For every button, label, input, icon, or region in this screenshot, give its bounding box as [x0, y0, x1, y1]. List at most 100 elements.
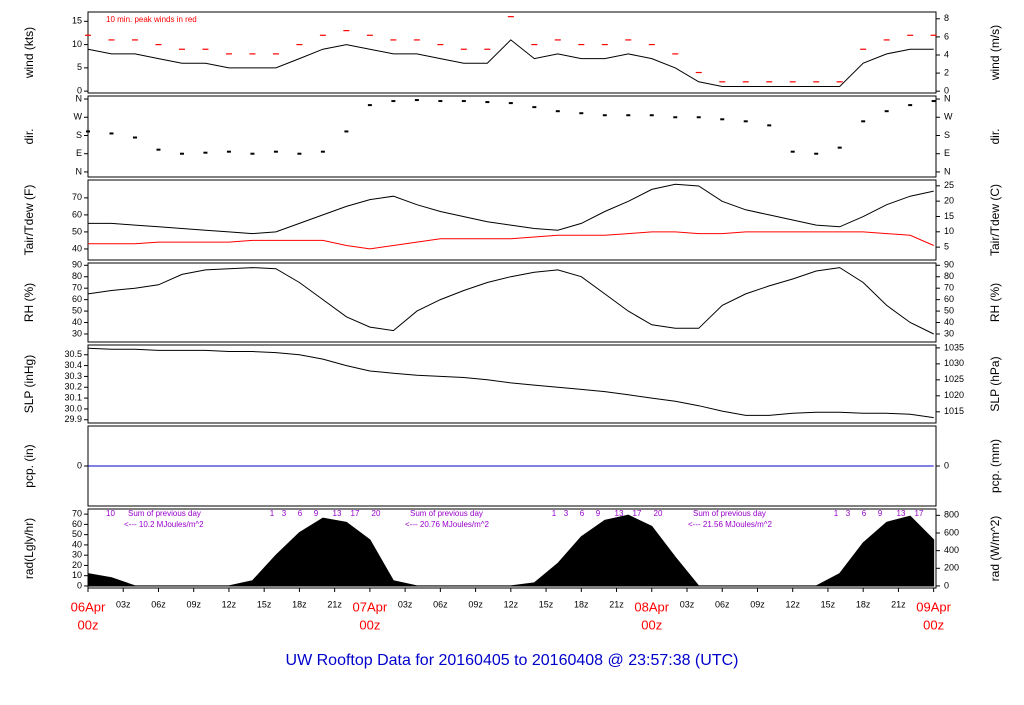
- chart-title: UW Rooftop Data for 20160405 to 20160408…: [286, 652, 739, 669]
- x-date-label: 07Apr: [353, 599, 388, 614]
- dir-point: [720, 118, 725, 121]
- x-tick-label: 15z: [821, 599, 836, 609]
- y2-axis-label: pcp. (mm): [988, 439, 1002, 493]
- line: [87, 39, 934, 87]
- y2-tick-label: 20: [944, 196, 954, 206]
- y-tick-label: 0: [77, 580, 82, 590]
- y-tick-label: S: [76, 130, 82, 140]
- y-axis-label: RH (%): [22, 283, 36, 322]
- dir-point: [438, 100, 443, 103]
- y2-tick-label: 60: [944, 294, 954, 304]
- y-tick-label: 10: [72, 570, 82, 580]
- y2-tick-label: 0: [944, 460, 949, 470]
- dir-point: [461, 100, 466, 103]
- y2-tick-label: 1020: [944, 390, 964, 400]
- dir-point: [156, 148, 161, 151]
- annotation: 10: [106, 509, 115, 518]
- y-tick-label: 50: [72, 305, 82, 315]
- x-tick-label: 21z: [609, 599, 624, 609]
- dir-point: [696, 116, 701, 119]
- y-axis-label: Tair/Tdew (F): [22, 185, 36, 256]
- y2-tick-label: 600: [944, 527, 959, 537]
- y-tick-label: 80: [72, 271, 82, 281]
- x-tick-label: 12z: [222, 599, 237, 609]
- x-tick-label: 15z: [257, 599, 272, 609]
- x-tick-label: 06z: [715, 599, 730, 609]
- hour-mark: 3: [846, 509, 851, 518]
- y2-axis-label: SLP (hPa): [988, 356, 1002, 411]
- y2-tick-label: 1015: [944, 406, 964, 416]
- annotation: <--- 21.56 MJoules/m^2: [688, 520, 773, 529]
- y-tick-label: 30.0: [64, 403, 82, 413]
- x-date-sublabel: 00z: [78, 617, 99, 632]
- x-tick-label: 15z: [539, 599, 554, 609]
- y2-tick-label: 800: [944, 510, 959, 520]
- y-tick-label: 30.4: [64, 360, 82, 370]
- hour-mark: 9: [596, 509, 601, 518]
- hour-mark: 17: [915, 509, 924, 518]
- dir-point: [86, 130, 90, 133]
- y-tick-label: 30: [72, 550, 82, 560]
- dir-point: [931, 100, 936, 103]
- x-tick-label: 03z: [680, 599, 695, 609]
- x-tick-label: 03z: [116, 599, 131, 609]
- panel-frame: [87, 11, 937, 94]
- x-tick-label: 09z: [468, 599, 483, 609]
- panel-frame: [87, 262, 937, 343]
- dir-point: [743, 120, 748, 123]
- x-tick-label: 09z: [186, 599, 201, 609]
- hour-mark: 13: [615, 509, 624, 518]
- area: [87, 514, 935, 587]
- annotation: 10 min. peak winds in red: [106, 15, 197, 24]
- y-tick-label: 40: [72, 243, 82, 253]
- dir-point: [579, 112, 584, 115]
- hour-mark: 1: [552, 509, 557, 518]
- y-tick-label: 50: [72, 226, 82, 236]
- y2-tick-label: 70: [944, 283, 954, 293]
- dir-point: [602, 114, 607, 117]
- annotation: <--- 10.2 MJoules/m^2: [124, 520, 204, 529]
- x-tick-label: 09z: [750, 599, 765, 609]
- dir-point: [485, 101, 490, 104]
- y-tick-label: 30.1: [64, 392, 82, 402]
- panel-frame: [87, 508, 937, 589]
- dir-point: [320, 150, 325, 153]
- dir-point: [391, 100, 396, 103]
- hour-mark: 6: [298, 509, 303, 518]
- y2-tick-label: 15: [944, 211, 954, 221]
- hour-mark: 13: [897, 509, 906, 518]
- hour-mark: 20: [372, 509, 381, 518]
- dir-point: [508, 102, 513, 105]
- dir-point: [908, 104, 913, 107]
- y2-axis-label: dir.: [988, 128, 1002, 144]
- hour-mark: 1: [834, 509, 839, 518]
- dir-point: [884, 110, 889, 113]
- y2-tick-label: 10: [944, 226, 954, 236]
- y2-tick-label: N: [944, 93, 951, 103]
- dir-point: [226, 150, 231, 153]
- y-tick-label: 15: [72, 16, 82, 26]
- y2-axis-label: RH (%): [988, 283, 1002, 322]
- y-tick-label: 29.9: [64, 414, 82, 424]
- x-tick-label: 06z: [433, 599, 448, 609]
- dir-point: [179, 152, 184, 155]
- x-tick-label: 21z: [327, 599, 342, 609]
- dir-point: [790, 150, 795, 153]
- y2-tick-label: 6: [944, 31, 949, 41]
- y-tick-label: 5: [77, 62, 82, 72]
- hour-mark: 9: [878, 509, 883, 518]
- y2-tick-label: 8: [944, 13, 949, 23]
- y-tick-label: W: [74, 112, 83, 122]
- y2-tick-label: S: [944, 130, 950, 140]
- dir-point: [109, 132, 114, 135]
- y2-tick-label: 1025: [944, 374, 964, 384]
- hour-mark: 17: [633, 509, 642, 518]
- annotation: Sum of previous day: [128, 509, 201, 518]
- y2-tick-label: E: [944, 148, 950, 158]
- y-axis-label: dir.: [22, 128, 36, 144]
- dir-point: [814, 152, 819, 155]
- x-date-label: 08Apr: [634, 599, 669, 614]
- y-axis-label: rad(Lgly/hr): [22, 518, 36, 579]
- y2-tick-label: 5: [944, 242, 949, 252]
- y-tick-label: 50: [72, 529, 82, 539]
